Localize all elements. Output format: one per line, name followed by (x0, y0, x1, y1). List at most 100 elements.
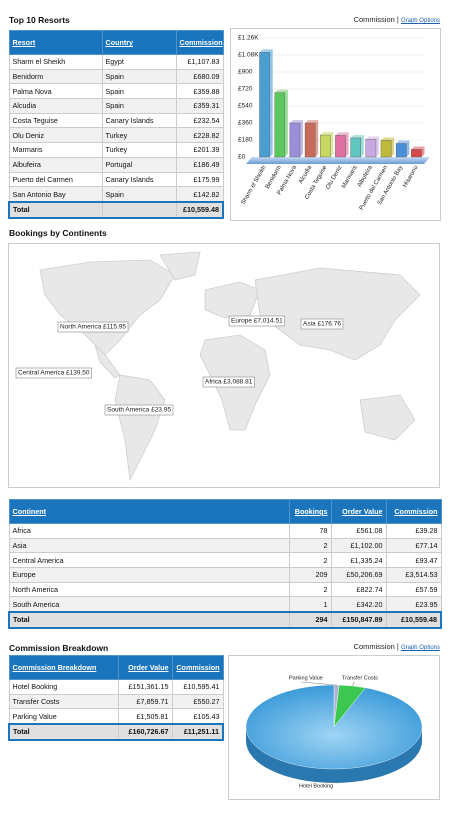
bar-side (345, 132, 349, 157)
pie-label: Parking Value (289, 675, 323, 681)
header-cell[interactable]: Commission (171, 655, 224, 680)
bar-top (350, 134, 364, 138)
cell: £1,335.24 (330, 552, 387, 569)
row: Parking Value £1,505.81 £105.43 (8, 708, 224, 725)
cell: Spain (101, 98, 177, 114)
header-row: Commission Breakdown Order Value Commissio… (8, 655, 224, 680)
cell (101, 200, 177, 219)
row: Alcudia Spain £359.31 (8, 98, 224, 114)
cell: Transfer Costs (8, 693, 119, 710)
cell: £359.31 (175, 98, 224, 114)
cell: 209 (288, 567, 332, 583)
y-tick-label: £540 (238, 103, 253, 110)
header-cell[interactable]: Commission (175, 30, 224, 55)
map-label-box (202, 376, 255, 388)
header-cell[interactable]: Country (101, 30, 177, 55)
row: Marmaris Turkey £201.39 (8, 142, 224, 158)
total-label: Total (8, 200, 103, 219)
cell: Alcudia (8, 98, 103, 114)
header-cell[interactable]: Order Value (117, 655, 173, 680)
map-label-box (15, 367, 92, 379)
row: South America 1 £342.20 £23.95 (8, 596, 442, 613)
cell: 2 (288, 552, 332, 569)
row: Palma Nova Spain £359.88 (8, 83, 224, 100)
cell: Benidorm (8, 68, 103, 85)
header-cell[interactable]: Commission (385, 499, 442, 524)
bar-side (300, 120, 304, 157)
row: Olu Deniz Turkey £228.82 (8, 127, 224, 144)
cell: Parking Value (8, 708, 119, 725)
header-cell[interactable]: Commission Breakdown (8, 655, 119, 680)
cell: £550.27 (171, 693, 224, 710)
total-cell: £150,847.89 (330, 611, 387, 629)
header-cell[interactable]: Continent (8, 499, 290, 524)
bar (289, 122, 301, 158)
cell: £186.49 (175, 156, 224, 173)
cell: Central America (8, 552, 290, 569)
cell: £201.39 (175, 142, 224, 158)
cell: Palma Nova (8, 83, 103, 100)
link[interactable]: Commission (353, 15, 395, 24)
header-row: Continent Bookings Order Value Commission (8, 499, 442, 524)
cell: Albufeira (8, 156, 103, 173)
cell: San Antonio Bay (8, 186, 103, 203)
bar (365, 139, 377, 158)
continents-table: Continent Bookings Order Value Commission Af… (8, 499, 442, 629)
header-cell[interactable]: Order Value (330, 499, 387, 524)
bar-side (421, 146, 425, 157)
cell: £50,206.69 (330, 567, 387, 583)
cell: Turkey (101, 127, 177, 144)
row: Sharm el Sheikh Egypt £1,107.83 (8, 54, 224, 70)
table: Commission Breakdown Order Value Commissio… (8, 655, 224, 741)
total-cell: £160,726.67 (117, 723, 173, 741)
map-label-box (300, 318, 344, 330)
bar-top (305, 120, 319, 124)
cell: Canary Islands (101, 112, 177, 129)
bar (320, 134, 331, 158)
pie-label: Hotel Booking (299, 783, 333, 789)
total-cell: 294 (288, 611, 332, 629)
row: Africa 78 £561.08 £39.28 (8, 523, 442, 539)
cell: Africa (8, 523, 290, 539)
row: Albufeira Portugal £186.49 (8, 156, 224, 173)
y-tick-label: £360 (238, 120, 253, 127)
bar-side (391, 137, 395, 157)
bar-top (380, 137, 395, 141)
link[interactable]: Graph Options (400, 18, 440, 24)
link[interactable]: Graph Options (400, 645, 440, 651)
cell: Europe (8, 567, 290, 583)
cell: £23.95 (385, 596, 442, 613)
map-label: Central America £139.50 (18, 370, 90, 377)
row: North America 2 £822.74 £57.59 (8, 581, 442, 598)
bar-top (259, 49, 273, 53)
total-label: Total (8, 723, 119, 741)
breakdown-table: Commission Breakdown Order Value Commissio… (8, 655, 224, 741)
map-label-box (57, 321, 129, 333)
bar (380, 140, 392, 158)
header-cell[interactable]: Bookings (288, 499, 332, 524)
cell: £228.82 (175, 127, 224, 144)
header-cell[interactable]: Resort (8, 30, 103, 55)
map-label: Asia £176.76 (303, 321, 341, 328)
y-tick-label: £900 (238, 69, 253, 76)
map-label: Europe £7,014.51 (231, 318, 283, 325)
row: San Antonio Bay Spain £142.82 (8, 186, 224, 203)
cell: Olu Deniz (8, 127, 103, 144)
bar (259, 52, 270, 158)
bar-top (411, 146, 425, 150)
link[interactable]: Commission (353, 642, 395, 651)
y-tick-label: £0 (238, 154, 246, 161)
cell: £561.08 (330, 523, 387, 539)
cell: North America (8, 581, 290, 598)
total-cell: £10,559.48 (175, 200, 224, 219)
bar-side (375, 136, 379, 157)
bar-side (269, 49, 273, 157)
separator: | (396, 642, 399, 651)
separator: | (396, 15, 399, 24)
cell: Hotel Booking (8, 679, 119, 695)
cell: £342.20 (330, 596, 387, 613)
row: Transfer Costs £7,859.71 £550.27 (8, 693, 224, 710)
cell: £57.59 (385, 581, 442, 598)
cell: £105.43 (171, 708, 224, 725)
